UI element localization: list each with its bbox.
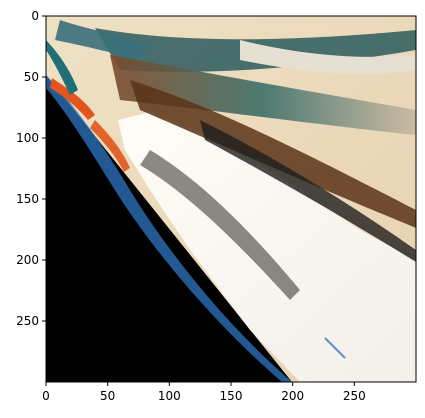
x-tick-label: 0 — [42, 389, 50, 403]
x-tick-label: 150 — [220, 389, 243, 403]
x-tick-label: 250 — [343, 389, 366, 403]
y-tick-label: 100 — [16, 131, 39, 145]
y-tick-label: 50 — [24, 70, 39, 84]
image-content — [46, 16, 416, 382]
y-tick-label: 150 — [16, 192, 39, 206]
axis-ticks: 0 50 100 150 200 250 0 50 100 150 200 250 — [16, 9, 366, 403]
y-tick-label: 250 — [16, 314, 39, 328]
white-glare — [118, 112, 416, 382]
x-tick-label: 50 — [100, 389, 115, 403]
y-tick-label: 0 — [31, 9, 39, 23]
y-tick-label: 200 — [16, 253, 39, 267]
x-tick-label: 200 — [281, 389, 304, 403]
x-tick-label: 100 — [158, 389, 181, 403]
black-region — [46, 75, 292, 382]
